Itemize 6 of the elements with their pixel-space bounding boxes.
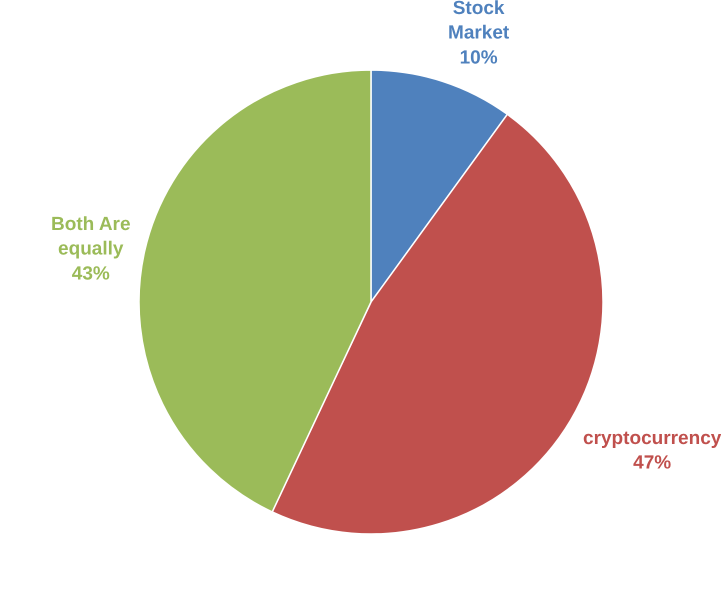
slice-label: cryptocurrency	[583, 428, 721, 449]
slice-label: Both Are equally	[51, 214, 131, 260]
data-label: 47%	[633, 452, 672, 474]
data-label: 10%	[460, 47, 498, 68]
data-label: 43%	[72, 263, 110, 284]
slice-label: Stock Market	[448, 0, 510, 44]
